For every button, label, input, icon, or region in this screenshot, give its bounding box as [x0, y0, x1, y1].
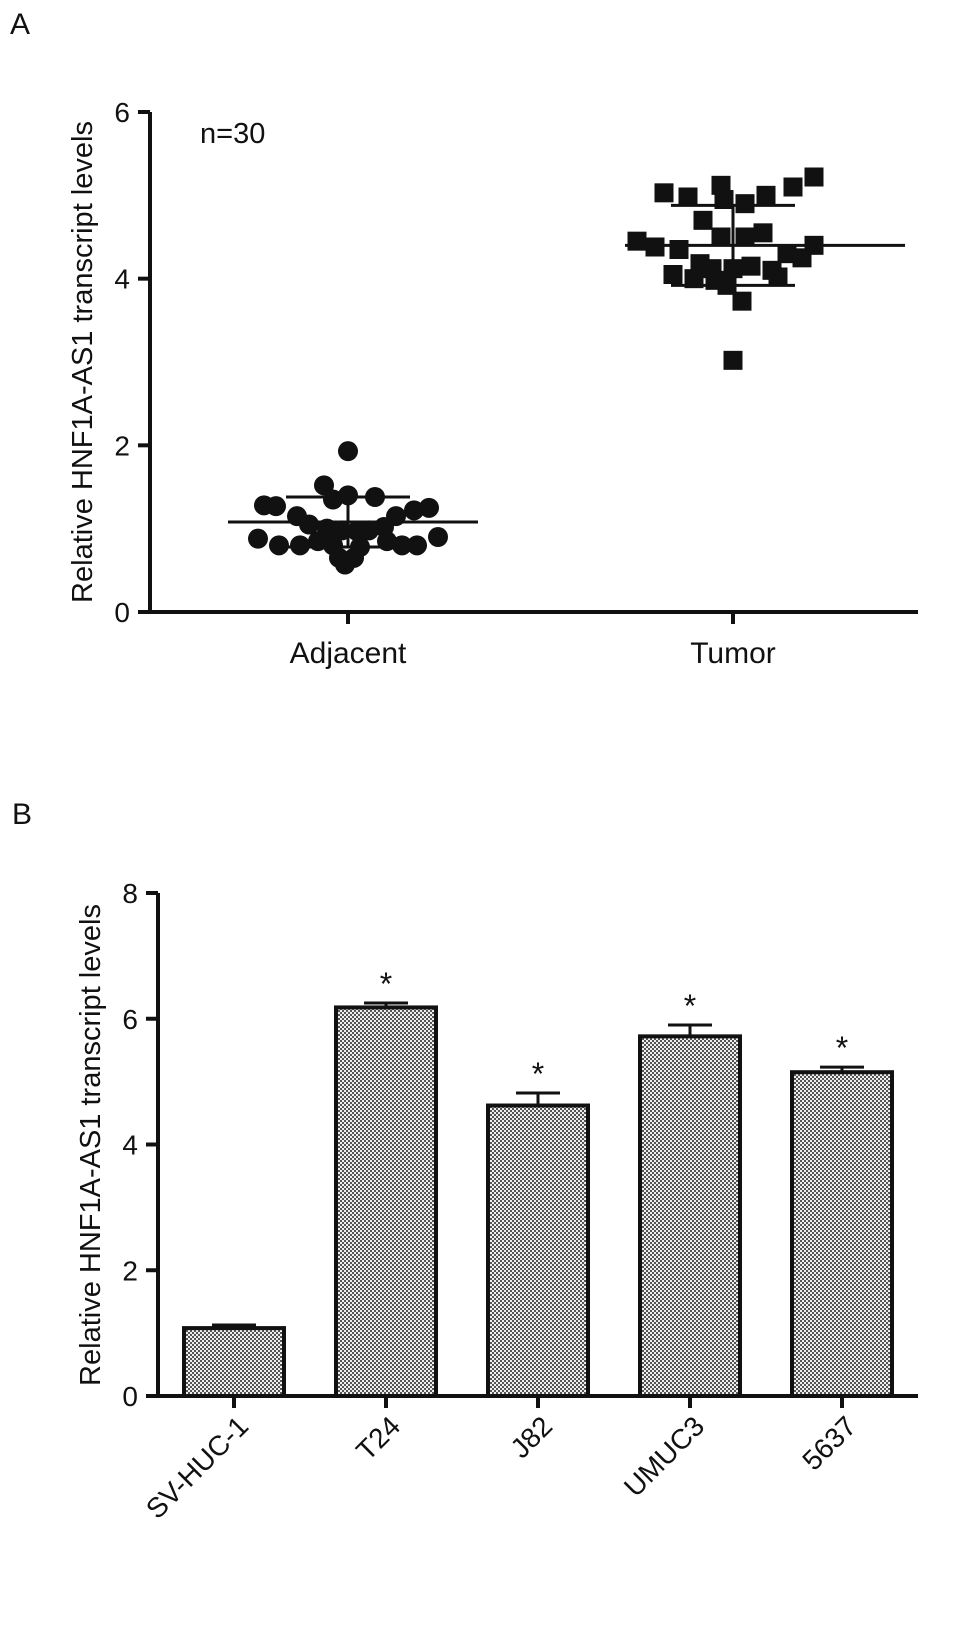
n-annotation: n=30 — [200, 118, 265, 150]
panel-b-chart: 0 2 4 6 8 Relative HNF1A-AS1 transcript level… — [75, 878, 918, 1525]
x-tick-label: 5637 — [796, 1410, 862, 1476]
y-tick-label: 4 — [122, 1130, 138, 1161]
y-tick-label: 0 — [122, 1381, 138, 1412]
y-tick-label: 4 — [114, 264, 130, 295]
tumor-point — [783, 177, 803, 197]
tumor-point — [654, 183, 674, 203]
x-tick-label: Tumor — [690, 637, 776, 670]
adjacent-point — [290, 535, 310, 556]
adjacent-point — [269, 535, 289, 556]
y-tick-label: 2 — [122, 1255, 138, 1286]
bar — [182, 1326, 286, 1398]
tumor-point — [792, 248, 812, 268]
adjacent-point — [404, 500, 424, 521]
tumor-point — [732, 291, 752, 311]
tumor-point — [741, 256, 761, 276]
bar — [790, 1070, 894, 1398]
adjacent-point — [338, 485, 358, 506]
tumor-point — [735, 194, 755, 214]
panel-a-chart: 0 2 4 6 Adjacent Tumor Relative HNF1A-AS1 tran… — [67, 97, 918, 670]
tumor-point — [693, 210, 713, 230]
tumor-point — [753, 223, 773, 243]
adjacent-point — [419, 497, 439, 518]
bar — [486, 1103, 590, 1398]
tumor-point — [627, 231, 647, 251]
x-tick-label: SV-HUC-1 — [140, 1410, 254, 1524]
x-tick-label: T24 — [350, 1410, 406, 1466]
x-tick-label: Adjacent — [290, 637, 407, 670]
adjacent-point — [314, 475, 334, 496]
tumor-point — [645, 237, 665, 257]
y-tick-label: 8 — [122, 878, 138, 909]
y-tick-label: 0 — [114, 597, 130, 628]
panel-b-letter: B — [12, 798, 33, 831]
adjacent-point — [323, 489, 343, 510]
y-tick-label: 2 — [114, 430, 130, 461]
tumor-point — [768, 267, 788, 287]
x-tick-label: J82 — [504, 1410, 558, 1464]
bar — [638, 1034, 742, 1398]
adjacent-point — [335, 554, 355, 575]
adjacent-point — [392, 535, 412, 556]
tumor-point — [684, 269, 704, 289]
y-axis-label: Relative HNF1A-AS1 transcript levels — [67, 121, 99, 603]
bar — [334, 1005, 438, 1398]
panel-a-letter: A — [10, 8, 31, 41]
tumor-point — [777, 244, 797, 264]
tumor-point — [669, 240, 689, 259]
adjacent-point — [338, 441, 358, 462]
tumor-point — [735, 227, 755, 247]
x-tick-label: UMUC3 — [618, 1410, 710, 1502]
tumor-point — [663, 265, 683, 284]
y-tick-label: 6 — [114, 97, 130, 128]
tumor-point — [711, 227, 731, 247]
tumor-point — [804, 167, 824, 187]
tumor-point — [678, 187, 698, 207]
adjacent-point — [407, 535, 427, 556]
adjacent-point — [428, 527, 448, 547]
significance-marker: * — [380, 966, 392, 1002]
significance-marker: * — [836, 1030, 848, 1066]
adjacent-point — [266, 496, 286, 517]
significance-marker: * — [532, 1056, 544, 1092]
y-tick-label: 6 — [122, 1004, 138, 1035]
significance-marker: * — [684, 988, 696, 1024]
tumor-point — [756, 185, 776, 205]
tumor-point — [723, 350, 743, 370]
adjacent-point — [359, 520, 379, 541]
y-axis-label: Relative HNF1A-AS1 transcript levels — [75, 904, 107, 1386]
adjacent-point — [299, 514, 319, 535]
adjacent-point — [248, 528, 268, 549]
